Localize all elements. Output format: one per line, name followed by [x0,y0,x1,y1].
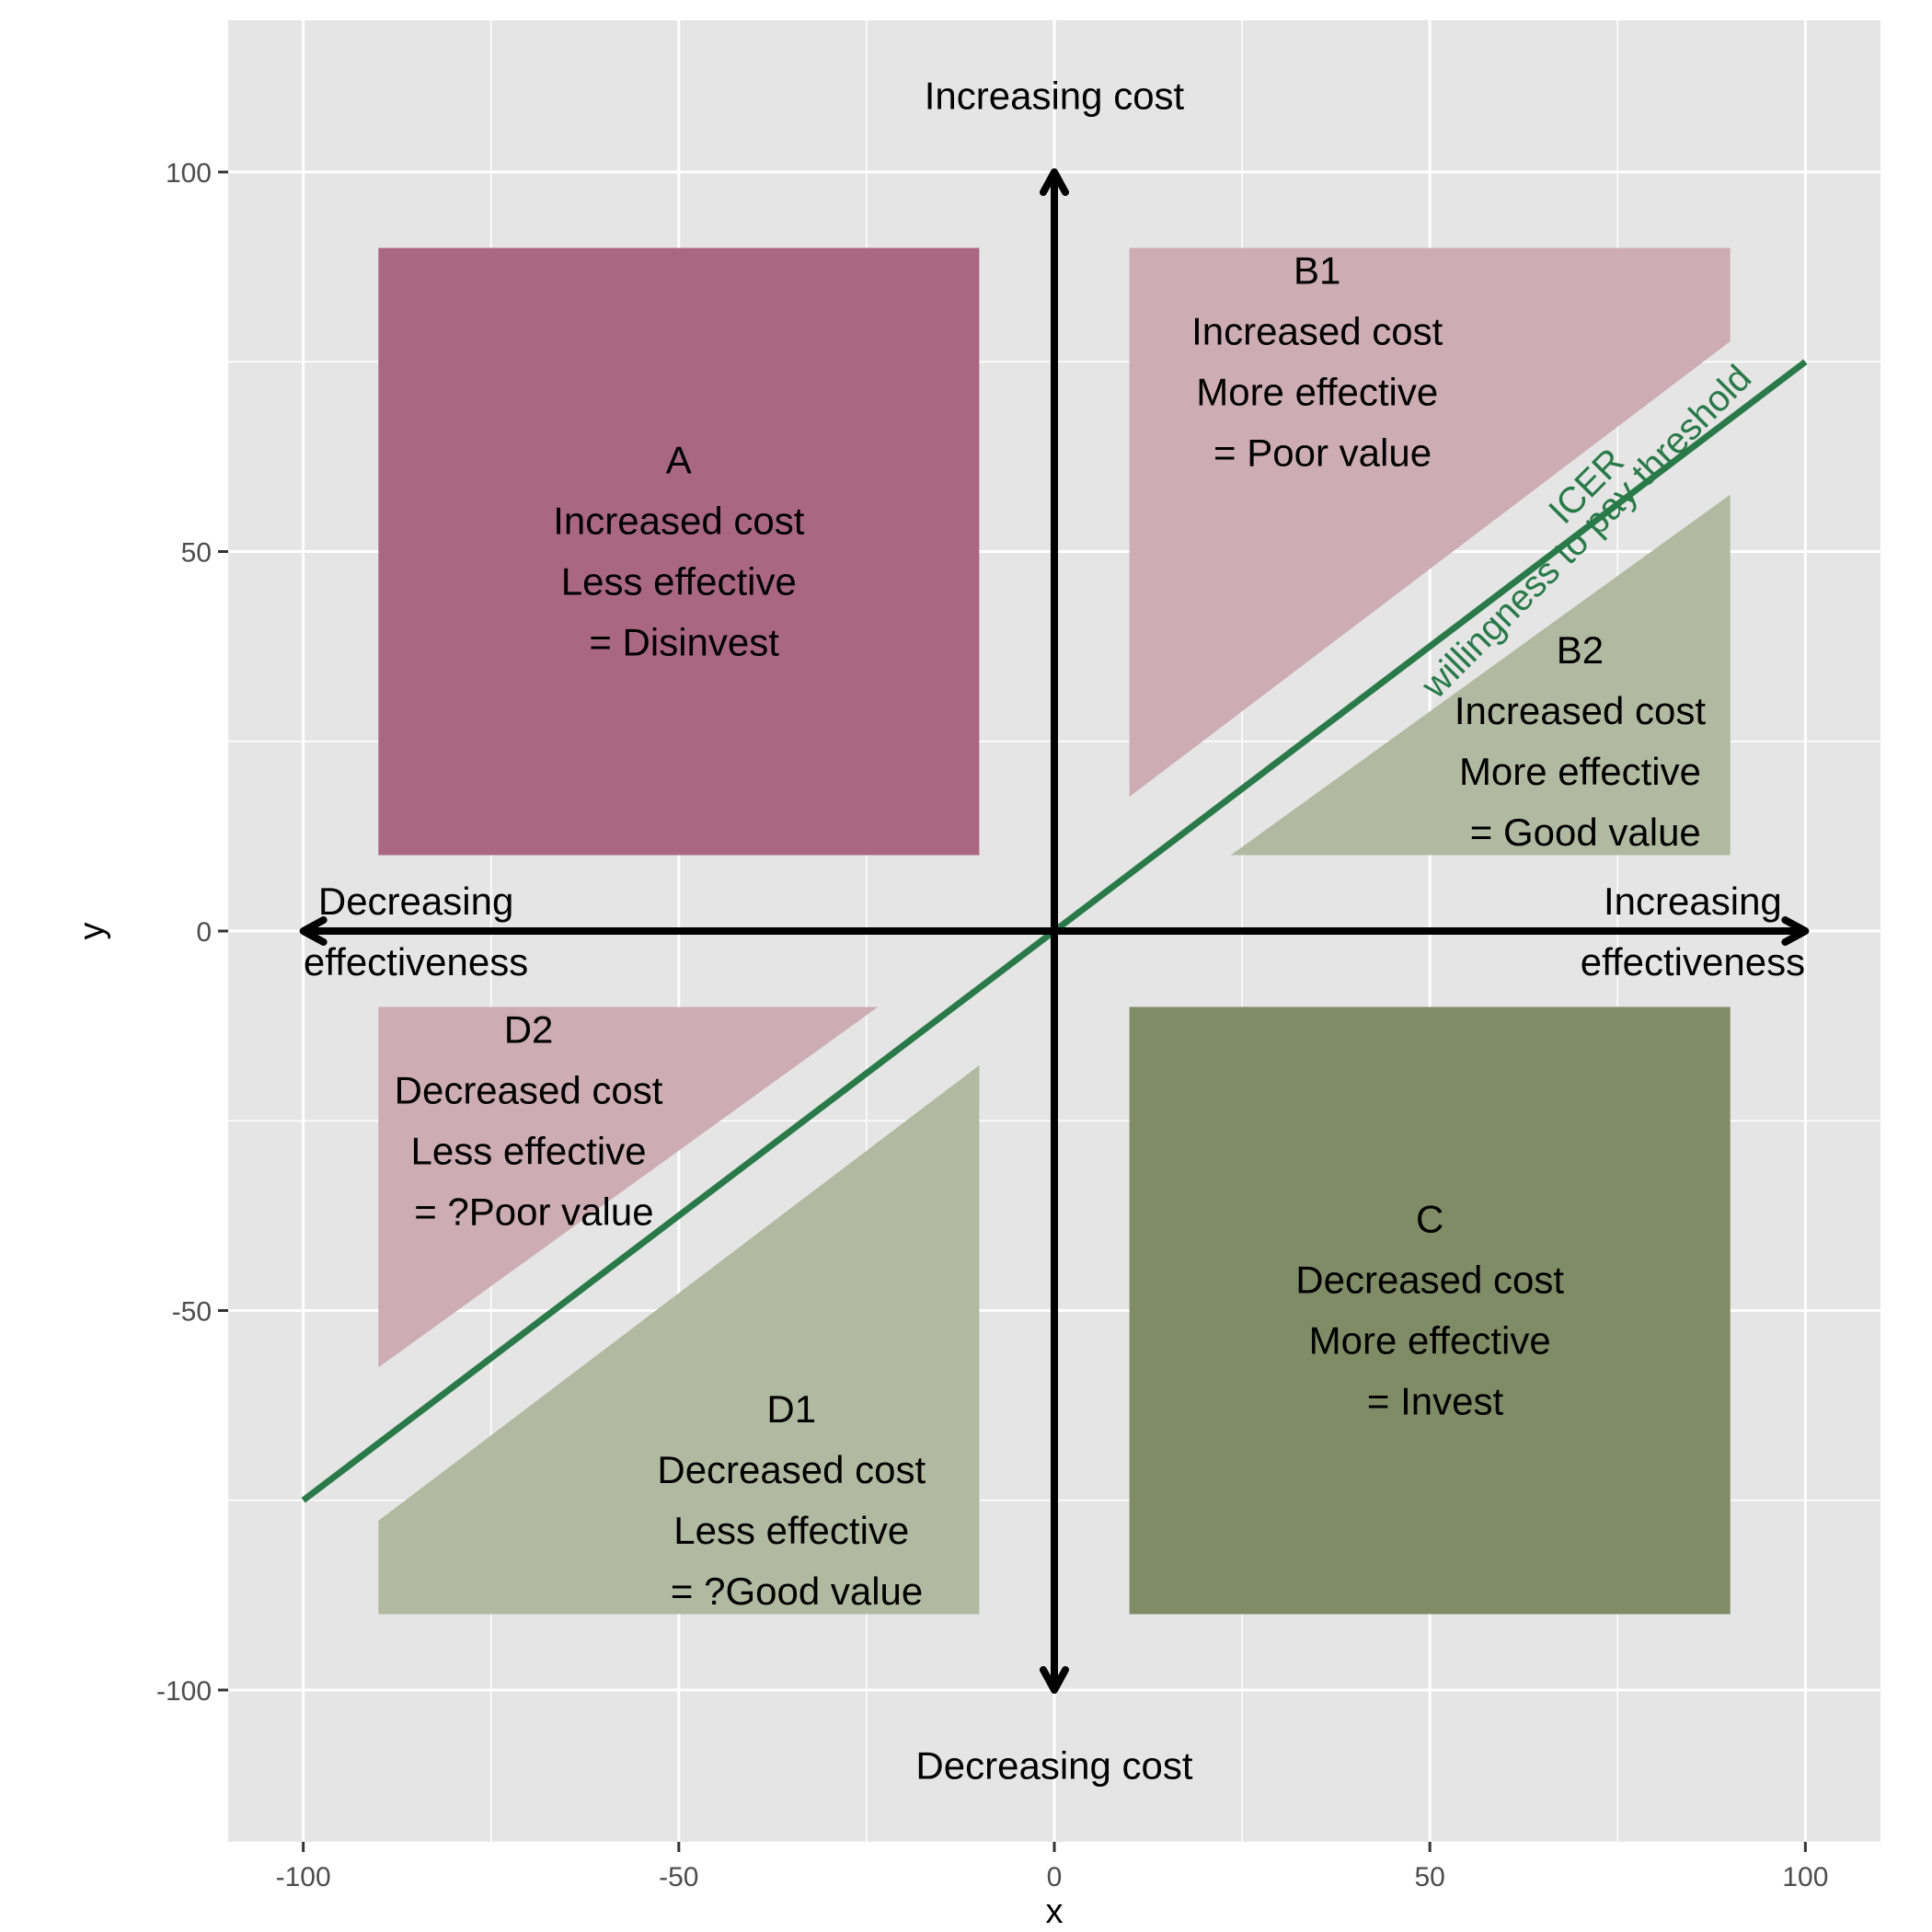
annotation-line: D2 [504,1007,554,1051]
annotation-line: = Disinvest [579,621,780,664]
annotation-line: D1 [766,1387,816,1431]
annotation-line: B1 [1294,248,1340,292]
annotation-line: Decreased cost [657,1448,926,1491]
annotation-line: More effective [1196,370,1438,413]
top-edge-label: Increasing cost [925,75,1185,118]
annotation-line: Less effective [411,1129,647,1172]
region-d2 [378,1006,879,1368]
annotation-line: A [666,439,692,482]
annotation-line: = Poor value [1202,431,1432,474]
x-tick-label: 100 [1782,1862,1828,1892]
y-axis-title: y [73,923,111,940]
region-a [378,247,980,856]
x-tick-label: -100 [276,1862,331,1892]
axis-arrows [299,168,1810,1694]
annotation-line: Increased cost [553,500,804,543]
annotation-line: = Invest [1356,1380,1503,1423]
x-axis-title: x [1046,1892,1064,1931]
left-edge-label: effectiveness [304,940,528,983]
y-tick-label: 100 [166,158,212,189]
region-c [1129,1006,1731,1615]
right-edge-label: Increasing [1604,880,1782,923]
annotation-line: Increased cost [1455,689,1706,732]
annotation-line: Less effective [673,1509,909,1552]
region-b2 [1230,494,1731,856]
annotation-line: More effective [1459,750,1701,793]
annotation-line: Decreased cost [1295,1259,1564,1302]
x-tick-label: 0 [1047,1862,1063,1892]
annotation-c: C Decreased cost More effective = Invest [1295,1198,1564,1423]
annotation-a: A Increased cost Less effective = Disinves… [553,439,804,664]
y-tick-label: -50 [172,1297,212,1328]
quadrant-annotations: A Increased cost Less effective = Disinves… [395,248,1707,1613]
y-tick-label: 0 [196,917,212,948]
quadrant-regions [378,247,1731,1615]
bottom-arrowhead [1040,1666,1069,1694]
annotation-line: Increased cost [1191,309,1443,352]
annotation-line: C [1416,1198,1443,1241]
right-edge-label: effectiveness [1581,940,1805,983]
bottom-edge-label: Decreasing cost [915,1744,1192,1788]
annotation-line: = Good value [1459,811,1701,854]
x-tick-label: -50 [659,1862,698,1892]
annotation-d1: D1 Decreased cost Less effective = ?Good v… [657,1387,926,1613]
region-d1 [378,1065,980,1615]
annotation-line: More effective [1309,1319,1551,1363]
annotation-d2: D2 Decreased cost Less effective = ?Poor v… [395,1007,663,1233]
annotation-b1: B1 Increased cost More effective = Poor va… [1191,248,1443,474]
left-arrowhead [299,916,328,946]
axis-ticks: -100 -50 0 50 100 -100 -50 0 50 100 [156,158,1828,1892]
x-tick-label: 50 [1414,1862,1444,1892]
region-b1 [1129,247,1731,797]
edge-labels: Increasing cost Decreasing cost Decreasing… [304,75,1805,1788]
annotation-line: = ?Poor value [404,1190,654,1233]
right-arrowhead [1781,916,1810,946]
annotation-line: Decreased cost [395,1068,663,1111]
left-edge-label: Decreasing [318,880,513,923]
annotation-line: Less effective [561,560,797,604]
y-tick-label: 50 [181,538,212,569]
top-arrowhead [1040,168,1069,196]
y-tick-label: -100 [156,1676,212,1707]
annotation-line: B2 [1557,628,1604,672]
annotation-line: = ?Good value [660,1570,923,1613]
annotation-b2: B2 Increased cost More effective = Good va… [1455,628,1706,854]
